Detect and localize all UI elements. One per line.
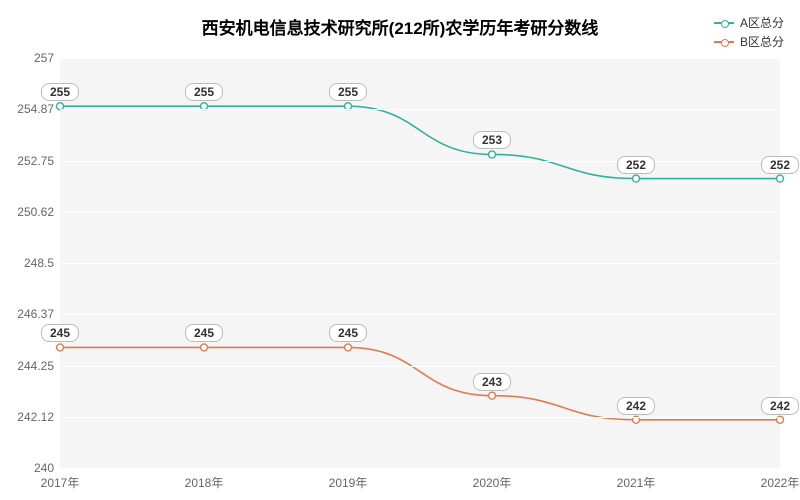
point-label: 255 — [41, 83, 79, 101]
series-marker — [201, 344, 208, 351]
legend-item-a: A区总分 — [714, 14, 784, 31]
y-tick-label: 242.12 — [17, 410, 60, 424]
point-label: 242 — [617, 397, 655, 415]
point-label: 245 — [185, 324, 223, 342]
point-label: 243 — [473, 373, 511, 391]
y-tick-label: 252.75 — [17, 154, 60, 168]
point-label: 252 — [617, 156, 655, 174]
y-gridline — [60, 212, 780, 213]
y-tick-label: 246.37 — [17, 307, 60, 321]
y-gridline — [60, 109, 780, 110]
x-tick-label: 2018年 — [185, 468, 224, 491]
x-tick-label: 2021年 — [617, 468, 656, 491]
series-marker — [345, 344, 352, 351]
y-gridline — [60, 366, 780, 367]
series-marker — [57, 344, 64, 351]
y-gridline — [60, 58, 780, 59]
point-label: 242 — [761, 397, 799, 415]
chart-title: 西安机电信息技术研究所(212所)农学历年考研分数线 — [0, 0, 800, 39]
series-marker — [489, 392, 496, 399]
chart-container: 西安机电信息技术研究所(212所)农学历年考研分数线 A区总分 B区总分 240… — [0, 0, 800, 500]
x-tick-label: 2020年 — [473, 468, 512, 491]
legend-swatch-a — [714, 22, 734, 24]
series-marker — [777, 175, 784, 182]
x-tick-label: 2017年 — [41, 468, 80, 491]
y-tick-label: 254.87 — [17, 102, 60, 116]
series-marker — [633, 175, 640, 182]
series-line — [60, 106, 780, 178]
legend-swatch-b — [714, 41, 734, 43]
point-label: 252 — [761, 156, 799, 174]
point-label: 245 — [41, 324, 79, 342]
y-gridline — [60, 263, 780, 264]
x-tick-label: 2022年 — [761, 468, 800, 491]
point-label: 255 — [185, 83, 223, 101]
y-gridline — [60, 468, 780, 469]
legend: A区总分 B区总分 — [714, 14, 784, 52]
legend-item-b: B区总分 — [714, 33, 784, 50]
legend-label-b: B区总分 — [740, 33, 784, 50]
y-gridline — [60, 417, 780, 418]
point-label: 245 — [329, 324, 367, 342]
plot-area: 240242.12244.25246.37248.5250.62252.7525… — [60, 58, 780, 468]
y-tick-label: 250.62 — [17, 205, 60, 219]
point-label: 253 — [473, 131, 511, 149]
y-gridline — [60, 161, 780, 162]
y-tick-label: 248.5 — [24, 256, 60, 270]
y-gridline — [60, 314, 780, 315]
y-tick-label: 244.25 — [17, 359, 60, 373]
series-marker — [489, 151, 496, 158]
series-line — [60, 347, 780, 419]
point-label: 255 — [329, 83, 367, 101]
legend-label-a: A区总分 — [740, 14, 784, 31]
x-tick-label: 2019年 — [329, 468, 368, 491]
y-tick-label: 257 — [34, 51, 60, 65]
